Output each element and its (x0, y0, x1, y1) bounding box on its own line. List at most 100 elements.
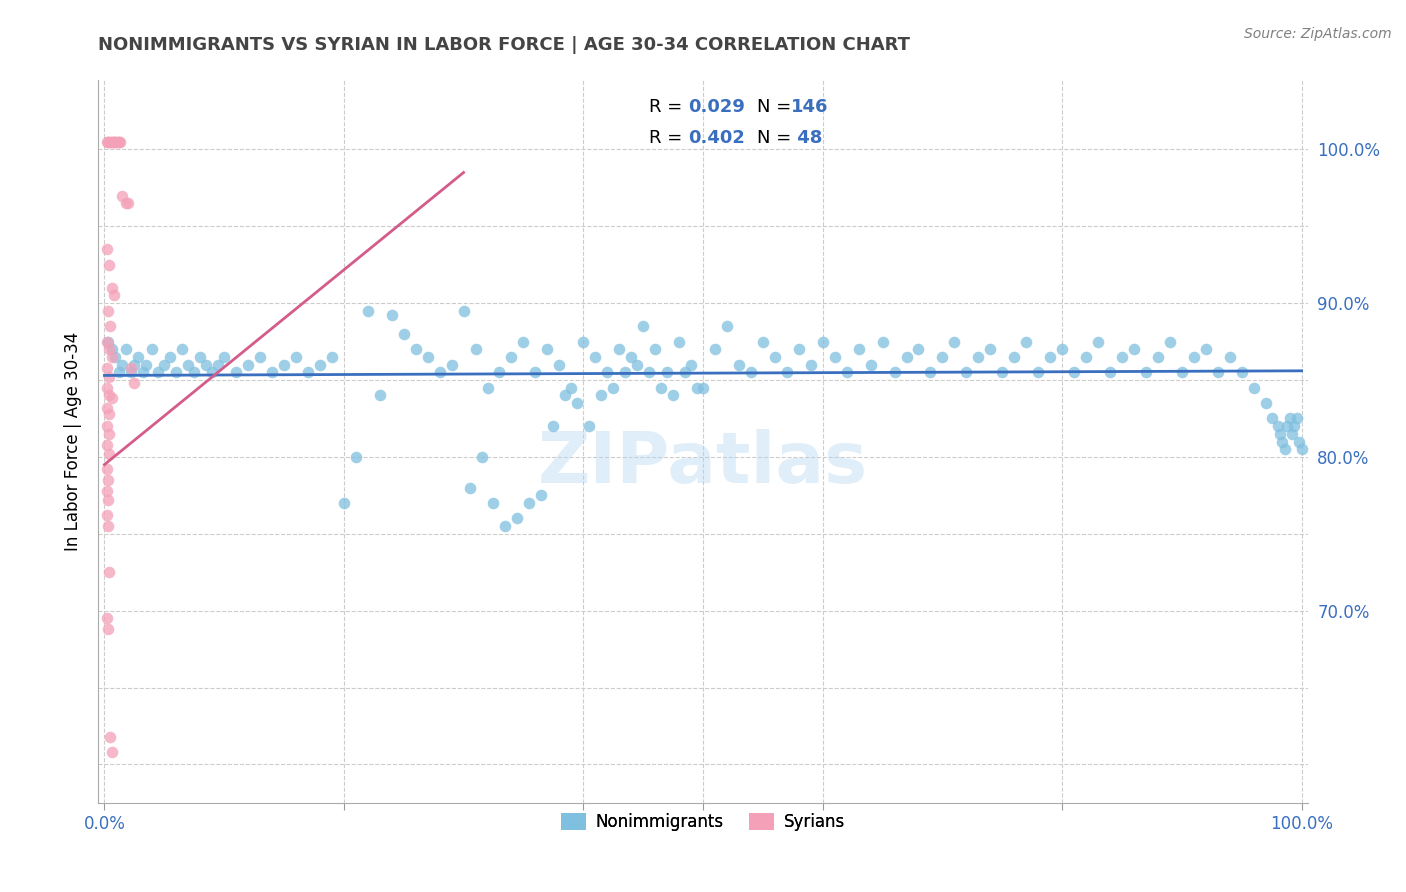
Point (309, 358, 332, 372)
Point (464, 343, 486, 357)
Point (333, 496, 356, 510)
Point (548, 358, 571, 372)
Point (108, 135, 131, 149)
Point (132, 365, 155, 379)
Point (201, 365, 224, 379)
Text: R =: R = (648, 129, 688, 147)
Point (111, 358, 134, 372)
Point (392, 326, 415, 341)
Point (620, 350, 643, 364)
Point (344, 450, 367, 464)
Point (159, 350, 181, 364)
Point (107, 135, 129, 149)
Point (100, 319, 122, 334)
Point (321, 350, 343, 364)
Point (104, 135, 127, 149)
Point (96, 135, 118, 149)
Point (98, 447, 121, 461)
Point (991, 365, 1014, 379)
Point (614, 365, 637, 379)
Point (273, 358, 295, 372)
Point (1271, 434, 1294, 449)
Point (440, 358, 463, 372)
Point (1050, 343, 1073, 357)
Point (477, 381, 499, 395)
Point (96, 483, 118, 498)
Point (1285, 411, 1308, 425)
Point (98, 388, 121, 402)
Point (955, 365, 977, 379)
Y-axis label: In Labor Force | Age 30-34: In Labor Force | Age 30-34 (63, 332, 82, 551)
Point (524, 365, 547, 379)
Point (97, 334, 120, 349)
Point (135, 358, 157, 372)
Point (429, 365, 451, 379)
Point (120, 360, 142, 375)
Text: NONIMMIGRANTS VS SYRIAN IN LABOR FORCE | AGE 30-34 CORRELATION CHART: NONIMMIGRANTS VS SYRIAN IN LABOR FORCE |… (98, 36, 911, 54)
Point (1278, 411, 1301, 425)
Point (101, 135, 124, 149)
Point (195, 358, 218, 372)
Point (212, 350, 235, 364)
Point (96, 334, 118, 349)
Point (100, 135, 122, 149)
Text: R =: R = (648, 98, 688, 116)
Point (225, 365, 247, 379)
Point (536, 343, 558, 357)
Point (100, 730, 122, 744)
Point (835, 365, 858, 379)
Point (249, 350, 271, 364)
Point (662, 388, 685, 402)
Point (543, 419, 565, 434)
Point (97, 473, 120, 487)
Point (1099, 365, 1122, 379)
Point (512, 334, 534, 349)
Point (655, 365, 678, 379)
Point (183, 365, 205, 379)
Point (673, 365, 696, 379)
Point (626, 358, 648, 372)
Point (98, 370, 121, 384)
Point (1260, 411, 1282, 425)
Point (567, 396, 589, 410)
Point (96, 611, 118, 625)
Point (117, 196, 139, 211)
Point (416, 350, 439, 364)
Point (530, 488, 553, 502)
Point (1015, 334, 1038, 349)
Point (98, 135, 121, 149)
Legend: Nonimmigrants, Syrians: Nonimmigrants, Syrians (554, 806, 852, 838)
Text: Source: ZipAtlas.com: Source: ZipAtlas.com (1244, 27, 1392, 41)
Point (920, 365, 942, 379)
Point (1147, 350, 1170, 364)
Point (591, 388, 613, 402)
Point (105, 135, 128, 149)
Point (96, 360, 118, 375)
Point (98, 407, 121, 421)
Point (115, 343, 138, 357)
Point (124, 376, 146, 391)
Text: N =: N = (758, 98, 797, 116)
Point (1291, 442, 1313, 457)
Point (692, 381, 714, 395)
Point (1284, 419, 1306, 434)
Text: 0.402: 0.402 (689, 129, 745, 147)
Point (495, 519, 517, 533)
Point (172, 343, 194, 357)
Point (752, 334, 775, 349)
Point (583, 350, 606, 364)
Point (188, 350, 211, 364)
Point (763, 350, 786, 364)
Point (554, 388, 576, 402)
Point (98, 258, 121, 272)
Point (153, 358, 176, 372)
Point (104, 350, 127, 364)
Point (1026, 365, 1049, 379)
Point (107, 365, 129, 379)
Point (506, 511, 529, 525)
Point (1111, 350, 1133, 364)
Point (297, 365, 319, 379)
Point (740, 365, 762, 379)
Point (96, 437, 118, 451)
Point (165, 365, 187, 379)
